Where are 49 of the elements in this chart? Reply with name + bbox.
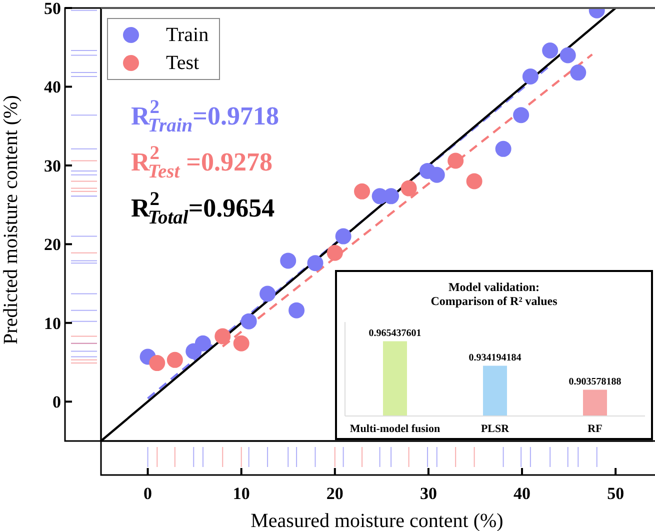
point — [214, 328, 231, 344]
x-tick-label: 50 — [607, 484, 624, 503]
x-tick-label: 0 — [144, 484, 152, 503]
point — [466, 173, 482, 190]
point — [166, 352, 183, 368]
point — [513, 107, 530, 124]
x-tick-label: Multi-model fusion — [350, 422, 440, 435]
y-tick-label: 10 — [44, 314, 61, 333]
y-tick-label: 0 — [52, 392, 61, 412]
point — [522, 68, 538, 84]
y-tick-label: 50 — [44, 0, 61, 18]
point — [240, 313, 257, 330]
point — [194, 335, 211, 352]
point — [307, 255, 324, 272]
point — [542, 42, 558, 59]
point — [288, 302, 305, 318]
x-tick-label: PLSR — [480, 422, 510, 435]
x-tick-label: 40 — [514, 484, 531, 503]
annotation: R$^{2}$$_{Total}$=0.9654 — [131, 189, 275, 230]
point — [354, 183, 370, 200]
y-tick-label: 40 — [44, 78, 61, 97]
point — [570, 64, 586, 81]
point — [448, 152, 464, 169]
annotation: R$^{2}$$_{Test}$ =0.9278 — [131, 143, 272, 184]
point — [495, 140, 512, 157]
y-tick-label: 20 — [44, 235, 61, 254]
point — [260, 286, 276, 302]
legend-label: Test — [166, 52, 200, 74]
x-tick-label: 30 — [420, 484, 437, 503]
x-tick-label: 10 — [232, 484, 250, 503]
annotation: R$^{2}$$_{Train}$=0.9718 — [131, 97, 279, 138]
y-axis-title: Predicted moisture content (%) — [0, 95, 22, 344]
point — [280, 252, 296, 269]
point — [560, 47, 576, 64]
chart-title: Model validation: Comparison of R² values — [430, 280, 558, 308]
point — [428, 166, 445, 183]
x-axis-title: Measured moisture content (%) — [250, 510, 504, 531]
point — [233, 335, 250, 352]
point — [400, 180, 417, 196]
point — [335, 228, 352, 244]
y-tick-label: 30 — [44, 156, 61, 176]
x-tick-label: RF — [588, 422, 603, 435]
legend-label: Train — [166, 24, 209, 46]
point — [326, 244, 343, 261]
data-label: 0.903578188 — [568, 376, 622, 388]
data-label: 0.965437601 — [368, 328, 422, 340]
point — [149, 355, 166, 372]
data-label: 0.934194184 — [468, 352, 522, 364]
x-tick-label: 20 — [326, 484, 344, 503]
